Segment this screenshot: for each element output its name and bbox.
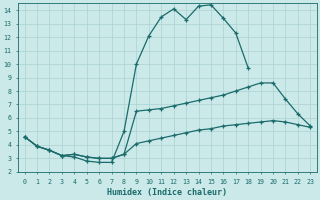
X-axis label: Humidex (Indice chaleur): Humidex (Indice chaleur) [108,188,228,197]
